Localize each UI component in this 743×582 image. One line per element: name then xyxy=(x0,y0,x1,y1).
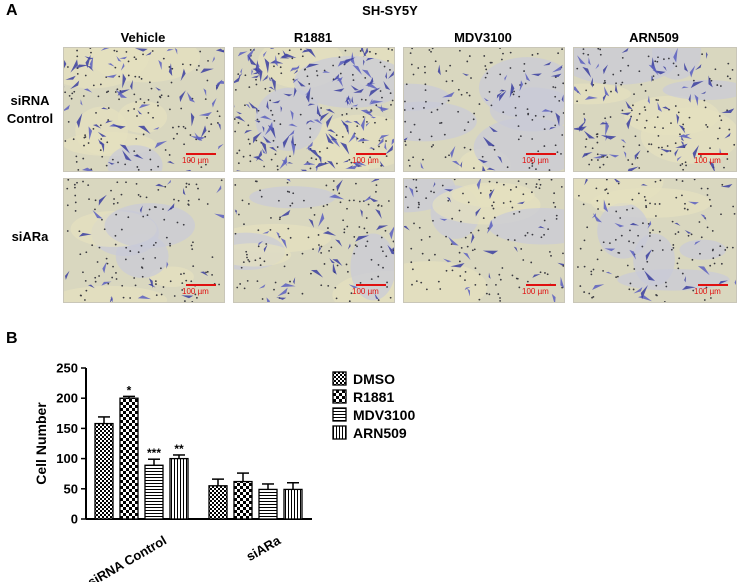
micrograph-sirna-control-mdv3100: 100 µm xyxy=(403,47,565,172)
scale-bar-line xyxy=(526,284,556,286)
bar-r1881-siara xyxy=(233,480,253,520)
y-tick-label: 50 xyxy=(64,481,78,496)
legend-swatch-r1881 xyxy=(332,389,347,404)
legend-label-arn509: ARN509 xyxy=(353,425,407,441)
y-tick-label: 250 xyxy=(56,361,78,376)
significance-label: * xyxy=(127,383,132,397)
bar-r1881-sirna-control xyxy=(119,397,139,520)
bar-mdv3100-sirna-control xyxy=(144,464,164,520)
column-header-arn509: ARN509 xyxy=(629,30,679,45)
bar-arn509-siara xyxy=(283,488,303,520)
scale-bar-label: 100 µm xyxy=(182,156,209,165)
micrograph-siara-arn509: 100 µm xyxy=(573,178,737,303)
y-axis-label: Cell Number xyxy=(33,402,49,485)
scale-bar-label: 100 µm xyxy=(522,156,549,165)
bar-dmso-siara xyxy=(208,485,228,520)
bar-arn509-sirna-control xyxy=(169,457,189,520)
scale-bar-line xyxy=(698,284,728,286)
micrograph-sirna-control-vehicle: 100 µm xyxy=(63,47,225,172)
legend-swatch-dmso xyxy=(332,371,347,386)
x-category-label: siARa xyxy=(244,532,284,564)
scale-bar-line xyxy=(356,153,386,155)
micrograph-siara-r1881: 100 µm xyxy=(233,178,395,303)
legend-swatch-arn509 xyxy=(332,425,347,440)
row-label-line1: siARa xyxy=(11,229,49,244)
scale-bar-line xyxy=(526,153,556,155)
legend-label-mdv3100: MDV3100 xyxy=(353,407,415,423)
micrograph-siara-vehicle: 100 µm xyxy=(63,178,225,303)
micrograph-sirna-control-arn509: 100 µm xyxy=(573,47,737,172)
scale-bar-label: 100 µm xyxy=(694,156,721,165)
column-header-r1881: R1881 xyxy=(293,30,333,45)
significance-label: *** xyxy=(147,446,161,460)
bar-mdv3100-siara xyxy=(258,488,278,520)
row-label-line2: Control xyxy=(6,111,54,126)
scale-bar-label: 100 µm xyxy=(182,287,209,296)
scale-bar-label: 100 µm xyxy=(694,287,721,296)
scale-bar-label: 100 µm xyxy=(352,287,379,296)
column-header-vehicle: Vehicle xyxy=(120,30,166,45)
significance-label: ** xyxy=(174,442,184,456)
scale-bar-label: 100 µm xyxy=(522,287,549,296)
y-tick-label: 100 xyxy=(56,451,78,466)
panel-b-letter: B xyxy=(6,330,18,347)
scale-bar-line xyxy=(356,284,386,286)
legend-label-r1881: R1881 xyxy=(353,389,394,405)
panel-a-title: SH-SY5Y xyxy=(362,3,418,18)
row-label-line1: siRNA xyxy=(10,93,50,108)
x-category-label: siRNA Control xyxy=(85,533,169,582)
bar-dmso-sirna-control xyxy=(94,422,114,520)
panel-a-letter: A xyxy=(6,2,18,19)
row-label-siara: siARa xyxy=(0,228,60,246)
micrograph-siara-mdv3100: 100 µm xyxy=(403,178,565,303)
y-tick-label: 150 xyxy=(56,421,78,436)
scale-bar-line xyxy=(698,153,728,155)
column-header-mdv3100: MDV3100 xyxy=(454,30,512,45)
row-label-sirna-control: siRNA Control xyxy=(0,92,60,128)
micrograph-sirna-control-r1881: 100 µm xyxy=(233,47,395,172)
legend-label-dmso: DMSO xyxy=(353,371,395,387)
legend-swatch-mdv3100 xyxy=(332,407,347,422)
y-tick-label: 200 xyxy=(56,391,78,406)
y-tick-label: 0 xyxy=(71,512,78,527)
scale-bar-line xyxy=(186,284,216,286)
scale-bar-label: 100 µm xyxy=(352,156,379,165)
scale-bar-line xyxy=(186,153,216,155)
